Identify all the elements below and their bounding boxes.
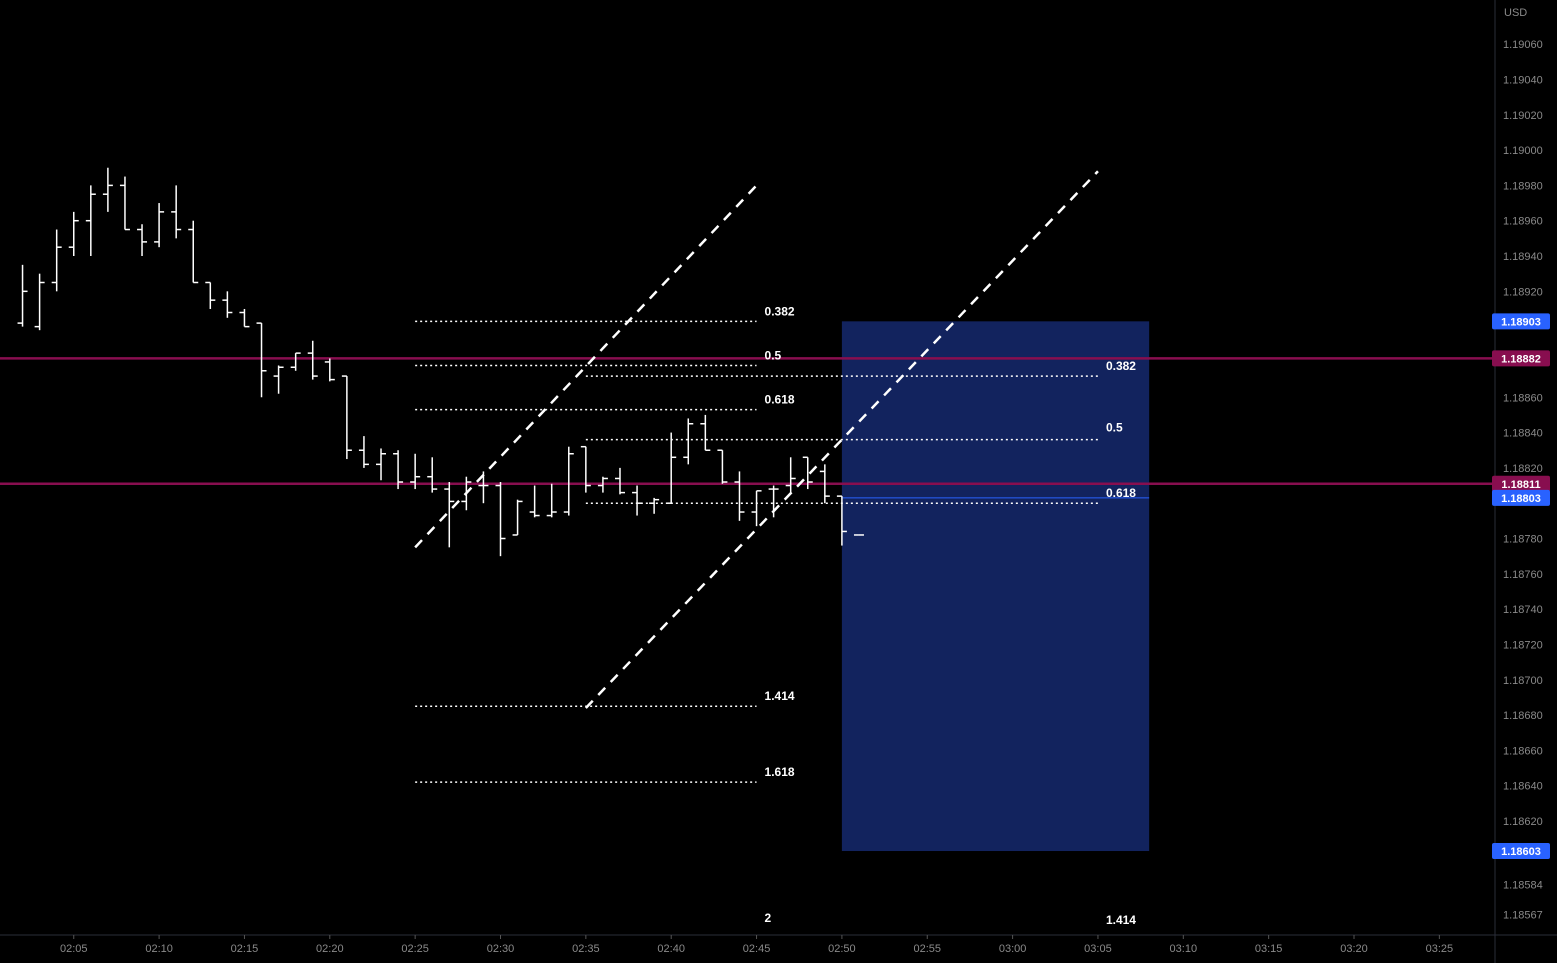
- fib-level-label: 2: [765, 911, 772, 925]
- price-tag: [1492, 475, 1550, 492]
- x-tick-label: 03:20: [1340, 943, 1368, 955]
- fib-level-label: 0.382: [765, 304, 795, 318]
- y-tick-label: 1.18860: [1503, 392, 1543, 404]
- y-tick-label: 1.18820: [1503, 463, 1543, 475]
- x-tick-label: 02:15: [231, 943, 259, 955]
- y-tick-label: 1.18780: [1503, 534, 1543, 546]
- x-tick-label: 02:50: [828, 943, 856, 955]
- y-tick-label: 1.18980: [1503, 180, 1543, 192]
- currency-label: USD: [1504, 7, 1528, 19]
- target-zone: [841, 321, 1150, 852]
- price-tag: [1492, 489, 1550, 506]
- y-tick-label: 1.18940: [1503, 251, 1543, 263]
- price-tag-label: 1.18803: [1501, 493, 1541, 505]
- trend-line: [414, 184, 758, 549]
- x-tick-label: 02:40: [657, 943, 685, 955]
- fib-level-label: 1.414: [1106, 913, 1136, 927]
- price-tag-label: 1.18603: [1501, 846, 1541, 858]
- price-tag: [1492, 313, 1550, 330]
- fib-levels-layer: 0.382 0.5 0.618 1.414 1.618 2 0.382 0.5 0.618 1.4…: [415, 304, 1136, 927]
- x-tick-label: 03:05: [1084, 943, 1112, 955]
- y-tick-label: 1.18920: [1503, 286, 1543, 298]
- ohlc-bars-layer: [17, 167, 864, 557]
- fib-level-label: 1.414: [765, 689, 795, 703]
- price-tag-label: 1.18903: [1501, 316, 1541, 328]
- fib-level-label: 0.5: [765, 348, 782, 362]
- price-tag: [1492, 843, 1550, 860]
- x-tick-label: 03:25: [1426, 943, 1454, 955]
- y-tick-label: 1.19060: [1503, 39, 1543, 51]
- trend-lines-layer: [414, 170, 1099, 709]
- y-tick-label: 1.18567: [1503, 910, 1543, 922]
- x-tick-label: 02:05: [60, 943, 88, 955]
- y-tick-label: 1.18584: [1503, 880, 1543, 892]
- x-tick-label: 02:25: [401, 943, 429, 955]
- fib-level-label: 0.5: [1106, 421, 1123, 435]
- y-tick-label: 1.18700: [1503, 675, 1543, 687]
- price-tag-label: 1.18882: [1501, 353, 1541, 365]
- price-tag-label: 1.18811: [1501, 479, 1540, 491]
- zone-layer: [841, 321, 1150, 852]
- x-tick-label: 02:35: [572, 943, 600, 955]
- y-tick-label: 1.18620: [1503, 816, 1543, 828]
- y-tick-label: 1.18680: [1503, 710, 1543, 722]
- y-tick-label: 1.18760: [1503, 569, 1543, 581]
- y-tick-label: 1.18640: [1503, 781, 1543, 793]
- x-tick-label: 02:10: [145, 943, 173, 955]
- x-tick-label: 02:20: [316, 943, 344, 955]
- trend-line: [584, 170, 1099, 709]
- y-tick-label: 1.19000: [1503, 145, 1543, 157]
- horizontal-lines-layer: [0, 357, 1492, 499]
- y-tick-label: 1.19040: [1503, 74, 1543, 86]
- fib-level-label: 0.618: [765, 393, 795, 407]
- y-tick-label: 1.18840: [1503, 428, 1543, 440]
- x-tick-label: 03:00: [999, 943, 1027, 955]
- y-tick-label: 1.18660: [1503, 745, 1543, 757]
- x-tick-label: 03:10: [1170, 943, 1198, 955]
- fib-level-label: 0.382: [1106, 359, 1136, 373]
- price-tag: [1492, 350, 1550, 367]
- price-labels-layer: 1.18903 1.18603 1.18882 1.18811 1.18803: [1492, 313, 1550, 860]
- y-tick-label: 1.18740: [1503, 604, 1543, 616]
- y-tick-label: 1.19020: [1503, 110, 1543, 122]
- y-tick-label: 1.18960: [1503, 216, 1543, 228]
- x-tick-label: 02:45: [743, 943, 771, 955]
- x-tick-label: 02:55: [913, 943, 941, 955]
- x-tick-label: 03:15: [1255, 943, 1283, 955]
- fib-level-label: 0.618: [1106, 486, 1136, 500]
- fib-level-label: 1.618: [765, 765, 795, 779]
- x-tick-label: 02:30: [487, 943, 515, 955]
- y-tick-label: 1.18720: [1503, 639, 1543, 651]
